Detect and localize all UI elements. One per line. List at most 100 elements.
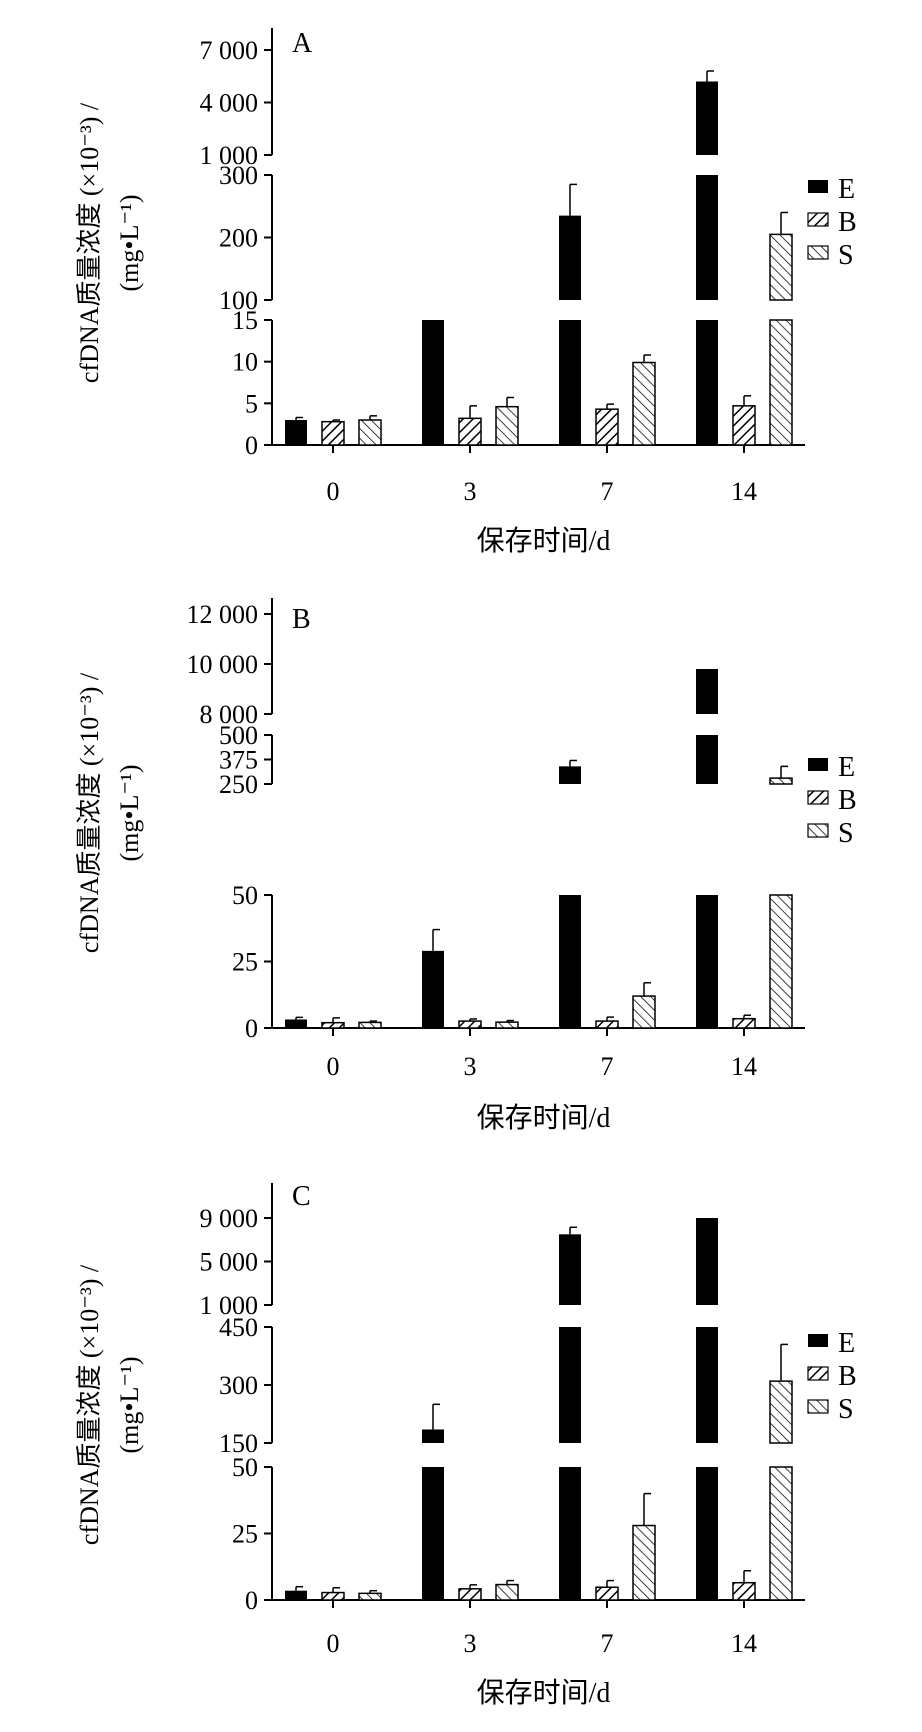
legend: EBS (807, 752, 857, 849)
x-tick-label: 14 (731, 477, 757, 506)
y-tick-label: 10 000 (187, 650, 259, 679)
y-tick-label: 100 (219, 286, 258, 315)
y-axis-title: cfDNA质量浓度 (×10⁻³) / (75, 1264, 104, 1545)
bar-B-day-0 (321, 1021, 345, 1029)
y-tick-label: 375 (219, 746, 258, 775)
bar-E-day-3 (422, 1467, 444, 1600)
y-axis-title: cfDNA质量浓度 (×10⁻³) / (75, 102, 104, 383)
bar-E-day-7 (559, 895, 581, 1028)
legend-swatch-B (807, 790, 829, 805)
bar-S-day-0 (358, 419, 382, 446)
bar-E-day-14-seg2 (696, 81, 718, 155)
bar-E-day-7-seg2 (559, 1234, 581, 1305)
legend-swatch-E (808, 758, 828, 771)
bar-S-day-7 (632, 361, 656, 446)
bar-B-day-7 (595, 408, 619, 446)
legend-label-S: S (838, 240, 854, 271)
y-tick-label: 0 (245, 1014, 258, 1043)
bar-E-day-3 (422, 950, 444, 1028)
bar-S-day-14 (769, 894, 793, 1029)
bar-E-day-14-seg2 (696, 1218, 718, 1305)
bar-E-day-3-seg1 (422, 1429, 444, 1443)
bar-E-day-14-seg1 (696, 1327, 718, 1443)
y-tick-label: 5 000 (200, 1248, 259, 1277)
legend-swatch-E (808, 180, 828, 193)
bar-B-day-3 (458, 1020, 482, 1029)
bar-E-day-7 (559, 320, 581, 445)
x-tick-label: 7 (601, 1052, 614, 1081)
y-tick-label: 15 (232, 306, 258, 335)
bar-B-day-7 (595, 1586, 619, 1601)
bar-E-day-14 (696, 1467, 718, 1600)
x-tick-label: 0 (327, 1052, 340, 1081)
x-tick-label: 7 (601, 477, 614, 506)
x-tick-label: 14 (731, 1052, 757, 1081)
legend-label-S: S (838, 1394, 854, 1425)
legend-label-B: B (838, 207, 857, 238)
bar-B-day-14 (732, 1581, 756, 1601)
y-tick-label: 500 (219, 721, 258, 750)
bar-B-day-3 (458, 1588, 482, 1601)
bar-B-day-7 (595, 1020, 619, 1029)
legend-swatch-B (807, 1366, 829, 1381)
y-tick-label: 4 000 (200, 89, 259, 118)
bar-E-day-0 (285, 1590, 307, 1600)
bar-S-day-0 (358, 1592, 382, 1601)
y-tick-label: 200 (219, 224, 258, 253)
y-tick-label: 50 (232, 1453, 258, 1482)
bar-B-day-0 (321, 1591, 345, 1601)
y-tick-label: 1 000 (200, 141, 259, 170)
bar-E-day-14-seg1 (696, 175, 718, 300)
y-tick-label: 300 (219, 161, 258, 190)
x-tick-label: 0 (327, 1629, 340, 1658)
bar-S-day-7 (632, 1524, 656, 1601)
bar-S-day-7 (632, 995, 656, 1029)
legend-label-S: S (838, 818, 854, 849)
y-axis-title: cfDNA质量浓度 (×10⁻³) / (75, 672, 104, 953)
panel-label: A (292, 28, 313, 59)
bar-E-day-14 (696, 320, 718, 445)
x-tick-label: 0 (327, 477, 340, 506)
y-tick-label: 25 (232, 1520, 258, 1549)
bar-B-day-0 (321, 420, 345, 446)
bar-S-day-14-seg1 (769, 233, 793, 301)
y-tick-label: 450 (219, 1313, 258, 1342)
y-tick-label: 8 000 (200, 700, 259, 729)
y-tick-label: 1 000 (200, 1291, 259, 1320)
legend-label-E: E (838, 1328, 855, 1359)
x-tick-label: 3 (464, 477, 477, 506)
y-tick-label: 0 (245, 1586, 258, 1615)
y-tick-label: 150 (219, 1429, 258, 1458)
bar-B-day-3 (458, 417, 482, 446)
legend-swatch-S (807, 245, 829, 260)
bar-B-day-14 (732, 1017, 756, 1029)
y-tick-label: 10 (232, 348, 258, 377)
y-tick-label: 250 (219, 770, 258, 799)
panel-label: C (292, 1181, 311, 1212)
bar-E-day-7-seg1 (559, 1327, 581, 1443)
legend-label-E: E (838, 174, 855, 205)
x-axis-title: 保存时间/d (477, 1677, 611, 1709)
y-axis-title-unit: (mg•L⁻¹) (115, 194, 144, 291)
y-tick-label: 300 (219, 1371, 258, 1400)
y-tick-label: 25 (232, 948, 258, 977)
y-tick-label: 0 (245, 431, 258, 460)
bar-E-day-3 (422, 320, 444, 445)
x-tick-label: 7 (601, 1629, 614, 1658)
x-axis-title: 保存时间/d (477, 525, 611, 557)
bar-B-day-14 (732, 405, 756, 446)
bar-E-day-14 (696, 895, 718, 1028)
y-tick-label: 7 000 (200, 36, 259, 65)
y-axis-title-unit: (mg•L⁻¹) (115, 764, 144, 861)
legend: EBS (807, 1328, 857, 1425)
legend-swatch-E (808, 1334, 828, 1347)
panel-label: B (292, 604, 311, 635)
bar-S-day-14 (769, 319, 793, 446)
y-tick-label: 5 (245, 389, 258, 418)
legend-label-B: B (838, 785, 857, 816)
bar-E-day-7-seg1 (559, 766, 581, 784)
